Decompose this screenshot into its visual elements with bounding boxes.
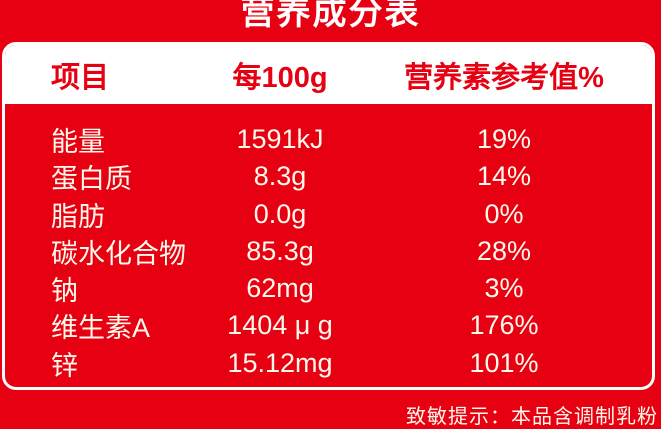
nutrition-card: 项目 每100g 营养素参考值% 能量 1591kJ 19% 蛋白质 8.3g … [2, 42, 655, 390]
row-nrv: 14% [476, 161, 532, 192]
row-label: 锌 [51, 350, 78, 381]
table-row-zinc: 锌 15.12mg 101% [5, 344, 652, 381]
row-nrv: 176% [469, 310, 539, 341]
row-label: 脂肪 [51, 201, 105, 232]
row-label: 能量 [51, 127, 105, 157]
row-nrv: 0% [484, 198, 524, 229]
row-value: 15.12mg [227, 347, 333, 378]
row-label: 钠 [51, 276, 78, 307]
table-header-row: 项目 每100g 营养素参考值% [5, 45, 652, 104]
row-label: 碳水化合物 [51, 238, 186, 269]
row-nrv: 19% [476, 124, 532, 154]
page-title: 营养成分表 [240, 0, 421, 32]
row-value: 0.0g [253, 198, 307, 229]
row-value: 1591kJ [236, 124, 324, 154]
row-nrv: 101% [469, 347, 539, 378]
header-nrv-column: 营养素参考值% [404, 61, 604, 94]
table-row-carbohydrate: 碳水化合物 85.3g 28% [5, 232, 652, 269]
row-nrv: 3% [484, 273, 524, 304]
table-row-vitamin-a: 维生素A 1404 μ g 176% [5, 306, 652, 343]
row-value: 8.3g [253, 161, 307, 192]
row-value: 62mg [246, 273, 314, 304]
header-per100g-column: 每100g [232, 61, 328, 94]
table-row-protein: 蛋白质 8.3g 14% [5, 157, 652, 194]
row-label: 蛋白质 [51, 164, 132, 195]
row-nrv: 28% [476, 235, 532, 266]
table-row-energy: 能量 1591kJ 19% [5, 120, 652, 157]
table-row-fat: 脂肪 0.0g 0% [5, 195, 652, 232]
row-label: 维生素A [51, 313, 151, 344]
row-value: 1404 μ g [227, 310, 333, 341]
allergy-note: 致敏提示：本品含调制乳粉 [406, 406, 658, 428]
row-value: 85.3g [246, 235, 314, 266]
header-item-column: 项目 [51, 61, 110, 94]
table-row-sodium: 钠 62mg 3% [5, 269, 652, 306]
table-body: 能量 1591kJ 19% 蛋白质 8.3g 14% 脂肪 0.0g 0% 碳水… [5, 104, 652, 381]
